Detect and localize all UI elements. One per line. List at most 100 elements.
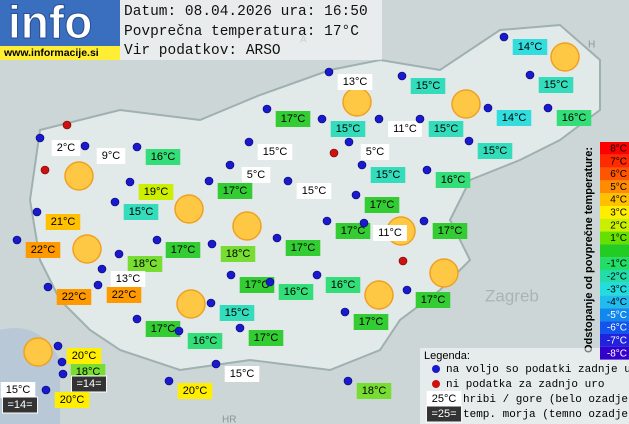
- station-label-bg: [325, 277, 361, 293]
- station-dot: [543, 103, 553, 113]
- station-dot: [93, 280, 103, 290]
- station-dot: [53, 341, 63, 351]
- scale-step: [600, 334, 629, 347]
- map-label: Zagreb: [485, 286, 539, 305]
- map-label: HR: [222, 415, 236, 424]
- station-dot: [41, 385, 51, 395]
- station-label-bg: [356, 383, 392, 399]
- station-label-bg: [275, 111, 311, 127]
- station-label: 20°C: [183, 385, 208, 397]
- station-label-bg: [360, 144, 390, 160]
- sun-icon: [174, 194, 204, 224]
- scale-step: [600, 308, 629, 322]
- station-label: 17°C: [281, 113, 306, 125]
- scale-label: -6°C: [607, 323, 627, 334]
- station-label-bg: [388, 121, 422, 137]
- station-label: 21°C: [51, 216, 76, 228]
- scale-step: [600, 218, 629, 232]
- scale-label: 3°C: [610, 208, 627, 219]
- url: www.informacije.si: [3, 47, 99, 59]
- station-label: 15°C: [336, 123, 361, 135]
- station-label-bg: [145, 321, 181, 337]
- station-label-bg: [415, 292, 451, 308]
- legend-dot: [432, 380, 440, 388]
- station-label-bg: [410, 78, 446, 94]
- station-dot: [419, 216, 429, 226]
- station-label: 5°C: [366, 146, 385, 158]
- scale-label: -7°C: [607, 336, 627, 347]
- station-dot: [244, 137, 254, 147]
- header-line: Datum: 08.04.2026 ura: 16:50: [124, 4, 368, 20]
- station-label-bg: [435, 172, 471, 188]
- sun-icon: [176, 289, 206, 319]
- station-dot: [415, 114, 425, 124]
- station-dot: [359, 218, 369, 228]
- scale-step: [600, 244, 629, 258]
- legend-text: temp. morja (temno ozadje): [463, 409, 629, 421]
- station-dot: [357, 160, 367, 170]
- station-label: 20°C: [72, 350, 97, 362]
- station-dot: [235, 323, 245, 333]
- station-label: =14=: [7, 399, 32, 411]
- station-dot: [32, 207, 42, 217]
- station-label: 18°C: [133, 258, 158, 270]
- station-label: 20°C: [60, 394, 85, 406]
- sun-icon: [451, 89, 481, 119]
- scale-label: 4°C: [610, 195, 627, 206]
- legend-sample-bg: [426, 391, 462, 407]
- station-label: 19°C: [144, 186, 169, 198]
- station-label: 16°C: [331, 279, 356, 291]
- scale-title: Odstopanje od povprečne temperature:: [583, 147, 595, 353]
- station-label-bg: [0, 382, 36, 398]
- station-label-bg: [330, 121, 366, 137]
- station-label: 15°C: [302, 185, 327, 197]
- station-dot: [206, 298, 216, 308]
- legend-sample-bg: [425, 405, 463, 423]
- station-label: 15°C: [263, 146, 288, 158]
- station-label-bg: [278, 284, 314, 300]
- station-label: 15°C: [225, 307, 250, 319]
- station-dot: [132, 142, 142, 152]
- station-label-bg: [512, 39, 548, 55]
- scale-step: [600, 282, 629, 296]
- station-label: 17°C: [245, 279, 270, 291]
- sun-icon: [364, 280, 394, 310]
- station-label: 17°C: [359, 316, 384, 328]
- station-label-bg: [51, 140, 81, 156]
- station-label: 16°C: [441, 174, 466, 186]
- station-dot: [57, 357, 67, 367]
- station-dot: [12, 235, 22, 245]
- no-data-dot: [62, 120, 72, 130]
- station-label-bg: [538, 77, 574, 93]
- station-label: 5°C: [247, 169, 266, 181]
- station-label-bg: [96, 148, 126, 164]
- scale-label: 2°C: [610, 220, 627, 231]
- station-label-bg: [337, 74, 373, 90]
- station-label: 11°C: [378, 227, 402, 239]
- station-label: 18°C: [226, 248, 251, 260]
- station-dot: [324, 67, 334, 77]
- station-label-bg: [177, 383, 213, 399]
- sun-icon: [342, 87, 372, 117]
- scale-step: [600, 321, 629, 334]
- station-label: 15°C: [483, 145, 508, 157]
- station-label-bg: [373, 225, 407, 241]
- header-bg: [120, 0, 382, 60]
- station-dot: [110, 197, 120, 207]
- station-label: 15°C: [129, 206, 154, 218]
- station-dot: [132, 314, 142, 324]
- station-dot: [97, 264, 107, 274]
- station-dot: [340, 307, 350, 317]
- stations: 14°C 13°C 15°C 15°C 17°C 15°C 11°C 15°C 14°C 16°C…: [0, 32, 592, 414]
- station-label-bg: [353, 314, 389, 330]
- no-data-dot: [40, 165, 50, 175]
- scale: 8°C7°C 6°C 5°C 4°C 3°C2°C 1°C -1°C -2°C-3°C -4°C…: [600, 142, 629, 360]
- station-dot: [80, 141, 90, 151]
- station-label: 17°C: [151, 323, 176, 335]
- legend: na voljo so podatki zadnje ure ni podatka…: [425, 364, 629, 423]
- station-label: 15°C: [434, 123, 459, 135]
- station-label-bg: [496, 110, 532, 126]
- station-dot: [226, 270, 236, 280]
- scale-label: -5°C: [607, 310, 627, 321]
- legend-text: na voljo so podatki zadnje ure: [446, 364, 629, 376]
